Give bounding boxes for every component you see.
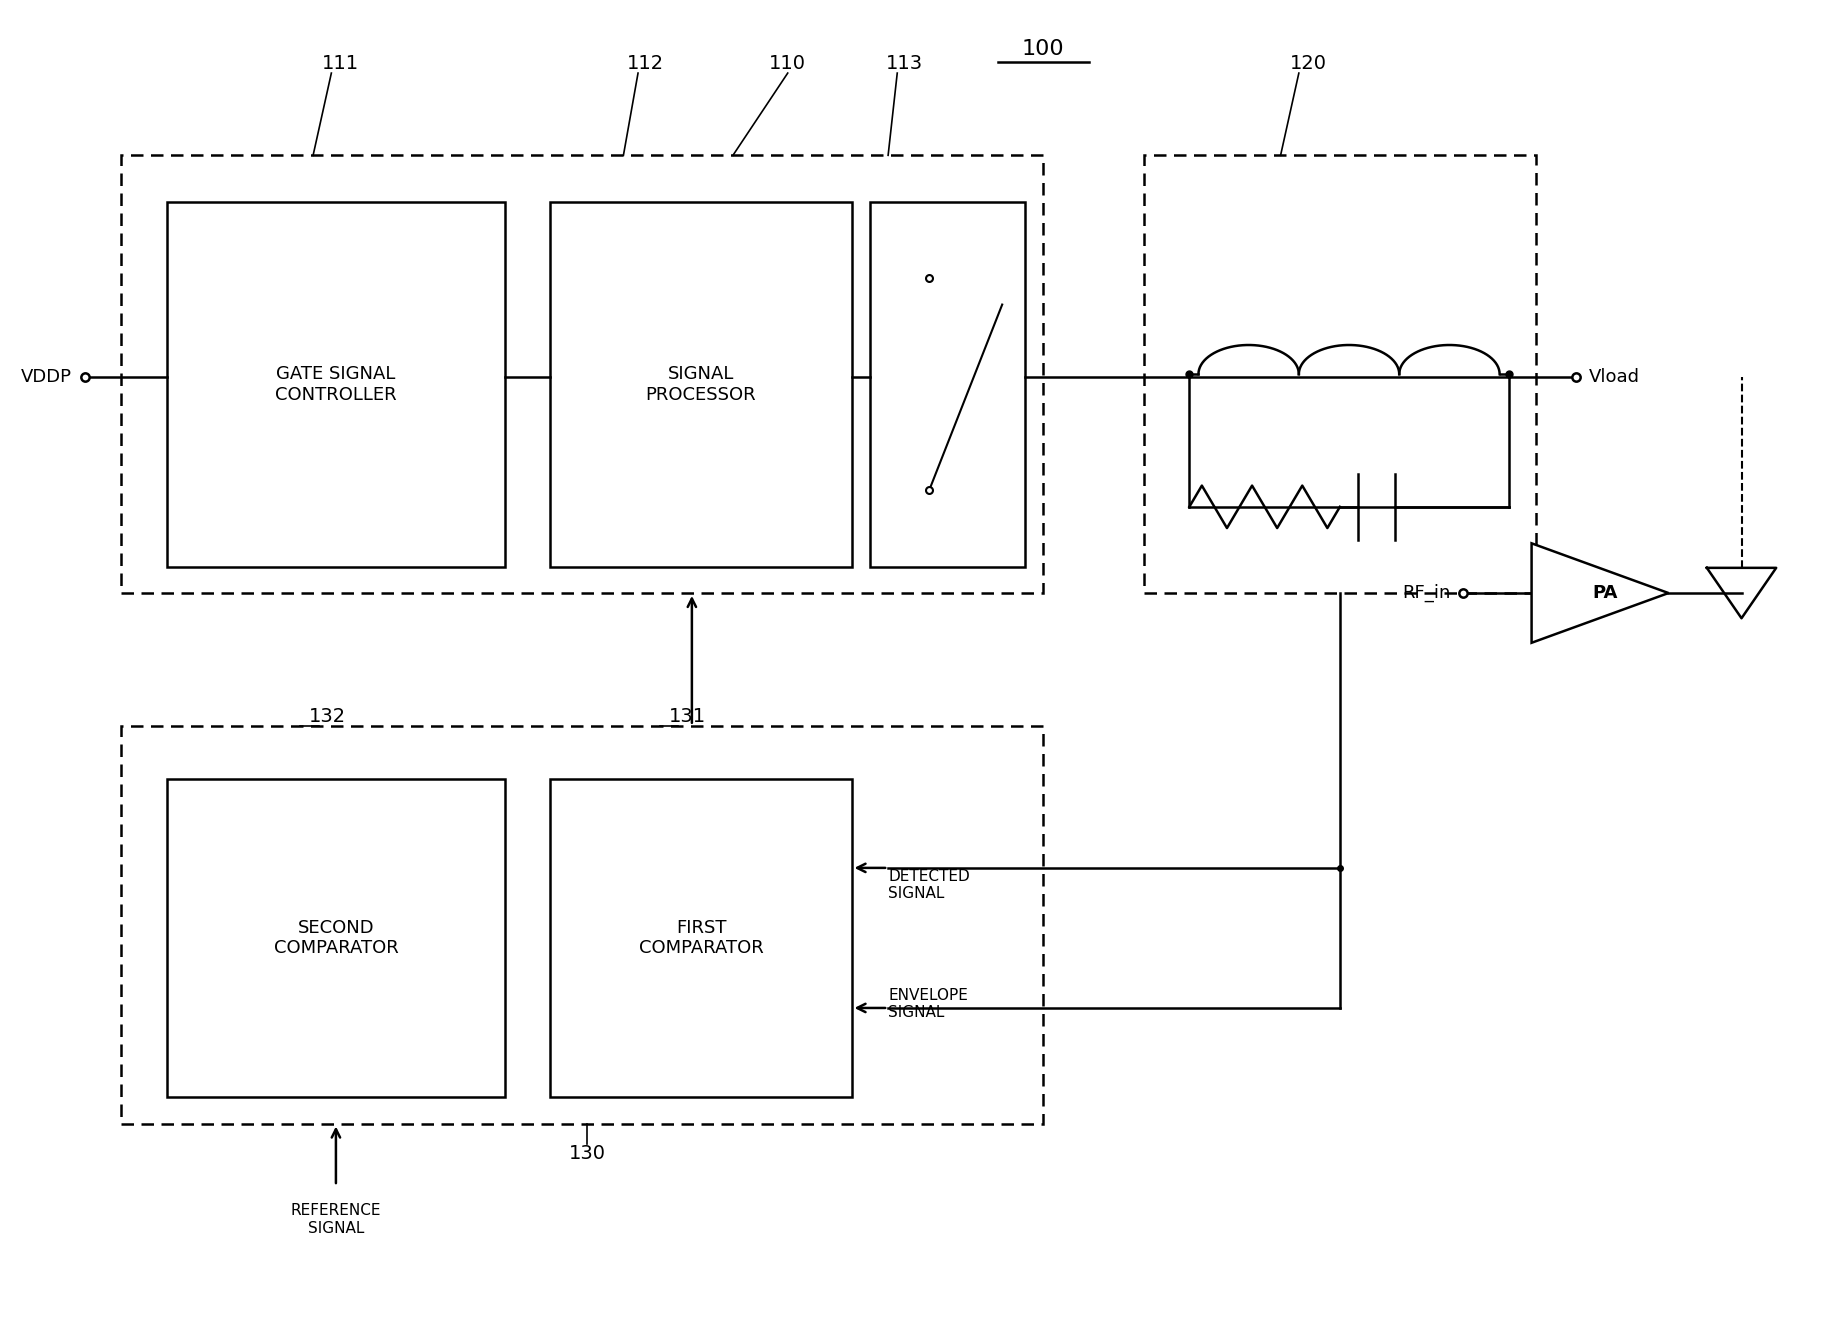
Text: Vload: Vload bbox=[1588, 368, 1640, 386]
Bar bbox=[551, 779, 851, 1098]
Text: 110: 110 bbox=[769, 55, 805, 73]
Text: PA: PA bbox=[1592, 583, 1618, 602]
Bar bbox=[869, 201, 1025, 566]
Text: RF_in: RF_in bbox=[1402, 583, 1449, 602]
Bar bbox=[551, 201, 851, 566]
Text: 130: 130 bbox=[567, 1144, 606, 1163]
Text: SECOND
COMPARATOR: SECOND COMPARATOR bbox=[273, 919, 399, 958]
Text: 131: 131 bbox=[668, 707, 706, 726]
Text: DETECTED
SIGNAL: DETECTED SIGNAL bbox=[888, 868, 970, 900]
Text: 112: 112 bbox=[626, 55, 664, 73]
Text: REFERENCE
SIGNAL: REFERENCE SIGNAL bbox=[291, 1203, 381, 1236]
Bar bbox=[1144, 156, 1535, 593]
Bar bbox=[167, 201, 505, 566]
Text: GATE SIGNAL
CONTROLLER: GATE SIGNAL CONTROLLER bbox=[274, 365, 397, 404]
Text: SIGNAL
PROCESSOR: SIGNAL PROCESSOR bbox=[646, 365, 756, 404]
Text: VDDP: VDDP bbox=[20, 368, 71, 386]
Text: 100: 100 bbox=[1021, 39, 1063, 59]
Bar bbox=[121, 156, 1043, 593]
Bar bbox=[167, 779, 505, 1098]
Text: 111: 111 bbox=[322, 55, 359, 73]
Text: 120: 120 bbox=[1288, 55, 1325, 73]
Text: FIRST
COMPARATOR: FIRST COMPARATOR bbox=[639, 919, 763, 958]
Text: 132: 132 bbox=[309, 707, 346, 726]
Polygon shape bbox=[1530, 543, 1667, 643]
Bar bbox=[121, 726, 1043, 1124]
Text: ENVELOPE
SIGNAL: ENVELOPE SIGNAL bbox=[888, 988, 968, 1020]
Text: 113: 113 bbox=[886, 55, 922, 73]
